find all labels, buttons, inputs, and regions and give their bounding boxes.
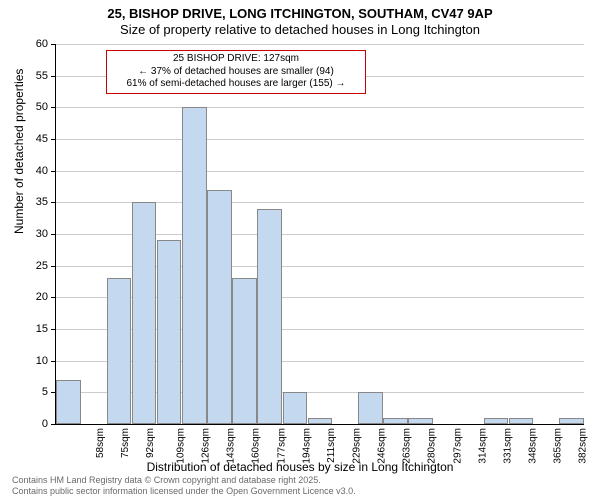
histogram-bar (358, 392, 383, 424)
y-tick-label: 15 (36, 323, 48, 335)
y-tick-label: 55 (36, 70, 48, 82)
y-tick-label: 40 (36, 165, 48, 177)
chart-title: 25, BISHOP DRIVE, LONG ITCHINGTON, SOUTH… (0, 6, 600, 21)
histogram-bar (484, 418, 509, 424)
histogram-bar (308, 418, 333, 424)
y-tick (51, 139, 56, 140)
annotation-line3: 61% of semi-detached houses are larger (… (111, 78, 361, 91)
gridline (56, 139, 584, 140)
chart-container: 25, BISHOP DRIVE, LONG ITCHINGTON, SOUTH… (0, 0, 600, 500)
x-tick-label: 331sqm (502, 428, 513, 464)
y-tick (51, 392, 56, 393)
histogram-bar (182, 107, 207, 424)
y-axis-title: Number of detached properties (12, 69, 26, 234)
x-tick-label: 280sqm (427, 428, 438, 464)
gridline (56, 44, 584, 45)
gridline (56, 107, 584, 108)
x-tick-label: 75sqm (120, 428, 131, 458)
y-tick-label: 35 (36, 196, 48, 208)
histogram-bar (383, 418, 408, 424)
histogram-bar (157, 240, 182, 424)
y-tick-label: 5 (42, 386, 48, 398)
plot-area: 05101520253035404550556058sqm75sqm92sqm1… (55, 44, 584, 425)
x-tick-label: 126sqm (201, 428, 212, 464)
x-tick-label: 143sqm (226, 428, 237, 464)
x-tick-label: 297sqm (452, 428, 463, 464)
y-tick (51, 234, 56, 235)
y-tick-label: 45 (36, 133, 48, 145)
x-tick-label: 109sqm (176, 428, 187, 464)
annotation-line2: ← 37% of detached houses are smaller (94… (111, 66, 361, 79)
y-tick-label: 20 (36, 291, 48, 303)
x-tick-label: 246sqm (377, 428, 388, 464)
y-tick (51, 202, 56, 203)
y-tick-label: 50 (36, 101, 48, 113)
gridline (56, 171, 584, 172)
x-tick-label: 58sqm (95, 428, 106, 458)
y-tick-label: 0 (42, 418, 48, 430)
y-tick (51, 329, 56, 330)
y-tick-label: 60 (36, 38, 48, 50)
y-tick-label: 10 (36, 355, 48, 367)
y-tick (51, 171, 56, 172)
histogram-bar (509, 418, 534, 424)
histogram-bar (56, 380, 81, 424)
y-tick-label: 30 (36, 228, 48, 240)
footer-attribution: Contains HM Land Registry data © Crown c… (12, 475, 356, 496)
x-tick-label: 177sqm (276, 428, 287, 464)
annotation-line1: 25 BISHOP DRIVE: 127sqm (111, 53, 361, 66)
x-tick-label: 194sqm (301, 428, 312, 464)
x-tick-label: 211sqm (326, 428, 337, 463)
x-tick-label: 348sqm (528, 428, 539, 464)
y-tick (51, 107, 56, 108)
histogram-bar (107, 278, 132, 424)
y-tick (51, 297, 56, 298)
histogram-bar (232, 278, 257, 424)
y-tick (51, 424, 56, 425)
histogram-bar (408, 418, 433, 424)
y-tick (51, 361, 56, 362)
x-tick-label: 229sqm (352, 428, 363, 464)
x-axis-title: Distribution of detached houses by size … (0, 460, 600, 474)
histogram-bar (559, 418, 584, 424)
y-tick (51, 266, 56, 267)
x-tick-label: 314sqm (477, 428, 488, 464)
histogram-bar (207, 190, 232, 424)
x-tick-label: 263sqm (402, 428, 413, 464)
histogram-bar (257, 209, 282, 424)
x-tick-label: 382sqm (578, 428, 589, 464)
y-tick-label: 25 (36, 260, 48, 272)
footer-line1: Contains HM Land Registry data © Crown c… (12, 475, 356, 485)
histogram-bar (283, 392, 308, 424)
chart-subtitle: Size of property relative to detached ho… (0, 22, 600, 37)
histogram-bar (132, 202, 157, 424)
y-tick (51, 76, 56, 77)
annotation-box: 25 BISHOP DRIVE: 127sqm ← 37% of detache… (106, 50, 366, 94)
footer-line2: Contains public sector information licen… (12, 486, 356, 496)
x-tick-label: 92sqm (145, 428, 156, 458)
y-tick (51, 44, 56, 45)
x-tick-label: 160sqm (251, 428, 262, 464)
x-tick-label: 365sqm (553, 428, 564, 464)
